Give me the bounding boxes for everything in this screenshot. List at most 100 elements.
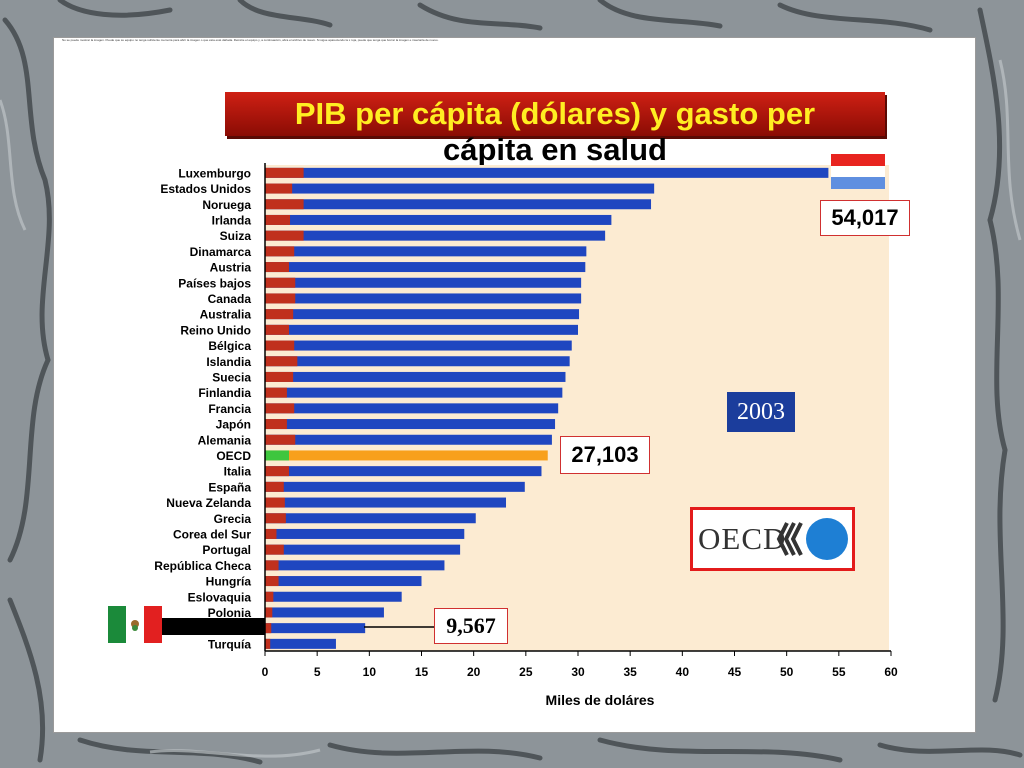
bar-gdp-hungria [265, 576, 422, 587]
y-tick-label-portugal: Portugal [202, 543, 251, 557]
bar-gdp-suecia [265, 371, 566, 382]
bar-health-dinamarca [265, 246, 295, 257]
y-tick-label-luxemburgo: Luxemburgo [178, 166, 251, 180]
oecd-emblem-icon [776, 518, 848, 560]
bar-gdp-eslovaquia [265, 591, 402, 602]
y-tick-label-irlanda: Irlanda [212, 213, 252, 227]
y-tick-label-turquia: Turquía [208, 637, 251, 651]
x-tick-label-60: 60 [884, 665, 898, 679]
y-tick-label-islandia: Islandia [206, 355, 251, 369]
y-tick-label-corea-del-sur: Corea del Sur [173, 527, 251, 541]
y-tick-label-hungria: Hungría [206, 575, 252, 589]
x-tick-label-30: 30 [571, 665, 585, 679]
y-tick-label-dinamarca: Dinamarca [190, 245, 252, 259]
bar-health-belgica [265, 340, 295, 351]
x-tick-label-45: 45 [728, 665, 742, 679]
y-tick-label-japon: Japón [216, 418, 251, 432]
y-tick-label-suiza: Suiza [220, 229, 252, 243]
y-tick-label-francia: Francia [208, 402, 251, 416]
bar-health-espana [265, 481, 284, 492]
bar-gdp-suiza [265, 230, 606, 241]
luxembourg-flag [831, 154, 885, 189]
oecd-logo: OECD [690, 507, 855, 571]
bar-health-japon [265, 419, 287, 430]
y-tick-label-oecd: OECD [216, 449, 251, 463]
bar-health-francia [265, 403, 295, 414]
y-tick-label-eslovaquia: Eslovaquia [188, 590, 252, 604]
y-tick-label-alemania: Alemania [198, 433, 252, 447]
x-tick-label-40: 40 [676, 665, 690, 679]
bar-health-hungria [265, 576, 279, 587]
bar-health-suecia [265, 371, 294, 382]
x-tick-label-5: 5 [314, 665, 321, 679]
bar-health-australia [265, 309, 294, 320]
bar-health-turquia [265, 638, 271, 649]
x-tick-label-55: 55 [832, 665, 846, 679]
bar-gdp-noruega [265, 199, 652, 210]
bar-gdp-alemania [265, 434, 552, 445]
missing-image-note: No se puede mostrar la imagen. Puede que… [62, 38, 439, 42]
y-tick-label-paises-bajos: Países bajos [178, 276, 251, 290]
bar-health-mexico [265, 623, 272, 634]
bar-health-estados-unidos [265, 183, 293, 194]
bar-health-paises-bajos [265, 277, 296, 288]
bar-gdp-polonia [265, 607, 384, 618]
bar-gdp-nueva-zelanda [265, 497, 507, 508]
bar-gdp-corea-del-sur [265, 528, 465, 539]
bar-health-oecd [265, 450, 289, 461]
chart-title: PIB per cápita (dólares) y gasto per [294, 96, 816, 131]
y-tick-label-noruega: Noruega [202, 198, 251, 212]
bar-gdp-irlanda [265, 214, 612, 225]
bar-health-eslovaquia [265, 591, 274, 602]
bar-health-corea-del-sur [265, 528, 277, 539]
bar-health-noruega [265, 199, 304, 210]
x-tick-label-15: 15 [415, 665, 429, 679]
x-tick-label-0: 0 [262, 665, 269, 679]
bar-health-italia [265, 466, 289, 477]
bar-gdp-luxemburgo [265, 167, 829, 178]
y-tick-label-estados-unidos: Estados Unidos [160, 182, 251, 196]
bar-gdp-dinamarca [265, 246, 587, 257]
bar-gdp-islandia [265, 356, 570, 367]
title-banner [225, 92, 885, 136]
y-tick-label-grecia: Grecia [214, 512, 252, 526]
bar-gdp-austria [265, 262, 586, 273]
y-tick-label-austria: Austria [210, 261, 252, 275]
bar-health-republica-checa [265, 560, 279, 571]
mexico-label-highlight [162, 618, 265, 635]
oecd-logo-text: OECD [698, 521, 787, 556]
bar-gdp-grecia [265, 513, 476, 524]
mexico-flag [108, 606, 162, 643]
x-tick-label-10: 10 [363, 665, 377, 679]
bar-health-irlanda [265, 214, 291, 225]
y-tick-label-republica-checa: República Checa [154, 559, 251, 573]
bar-gdp-canada [265, 293, 582, 304]
bar-gdp-estados-unidos [265, 183, 655, 194]
bar-health-nueva-zelanda [265, 497, 285, 508]
bar-health-alemania [265, 434, 296, 445]
bar-gdp-francia [265, 403, 559, 414]
bar-health-canada [265, 293, 296, 304]
bar-gdp-turquia [265, 638, 336, 649]
x-tick-label-20: 20 [467, 665, 481, 679]
bar-gdp-finlandia [265, 387, 563, 398]
bar-health-islandia [265, 356, 298, 367]
y-tick-label-reino-unido: Reino Unido [180, 323, 251, 337]
bar-gdp-japon [265, 419, 556, 430]
bar-health-suiza [265, 230, 304, 241]
bar-health-portugal [265, 544, 284, 555]
bar-gdp-portugal [265, 544, 461, 555]
y-tick-label-canada: Canada [208, 292, 252, 306]
bar-health-polonia [265, 607, 273, 618]
y-tick-label-suecia: Suecia [212, 370, 251, 384]
bar-gdp-republica-checa [265, 560, 445, 571]
bar-gdp-paises-bajos [265, 277, 582, 288]
y-tick-label-belgica: Bélgica [208, 339, 251, 353]
x-axis-label: Miles de doláres [546, 692, 655, 708]
bar-health-austria [265, 262, 289, 273]
y-tick-label-italia: Italia [224, 465, 252, 479]
bar-gdp-belgica [265, 340, 572, 351]
bar-gdp-oecd [265, 450, 548, 461]
bar-gdp-mexico [265, 623, 366, 634]
year-badge: 2003 [727, 392, 795, 432]
